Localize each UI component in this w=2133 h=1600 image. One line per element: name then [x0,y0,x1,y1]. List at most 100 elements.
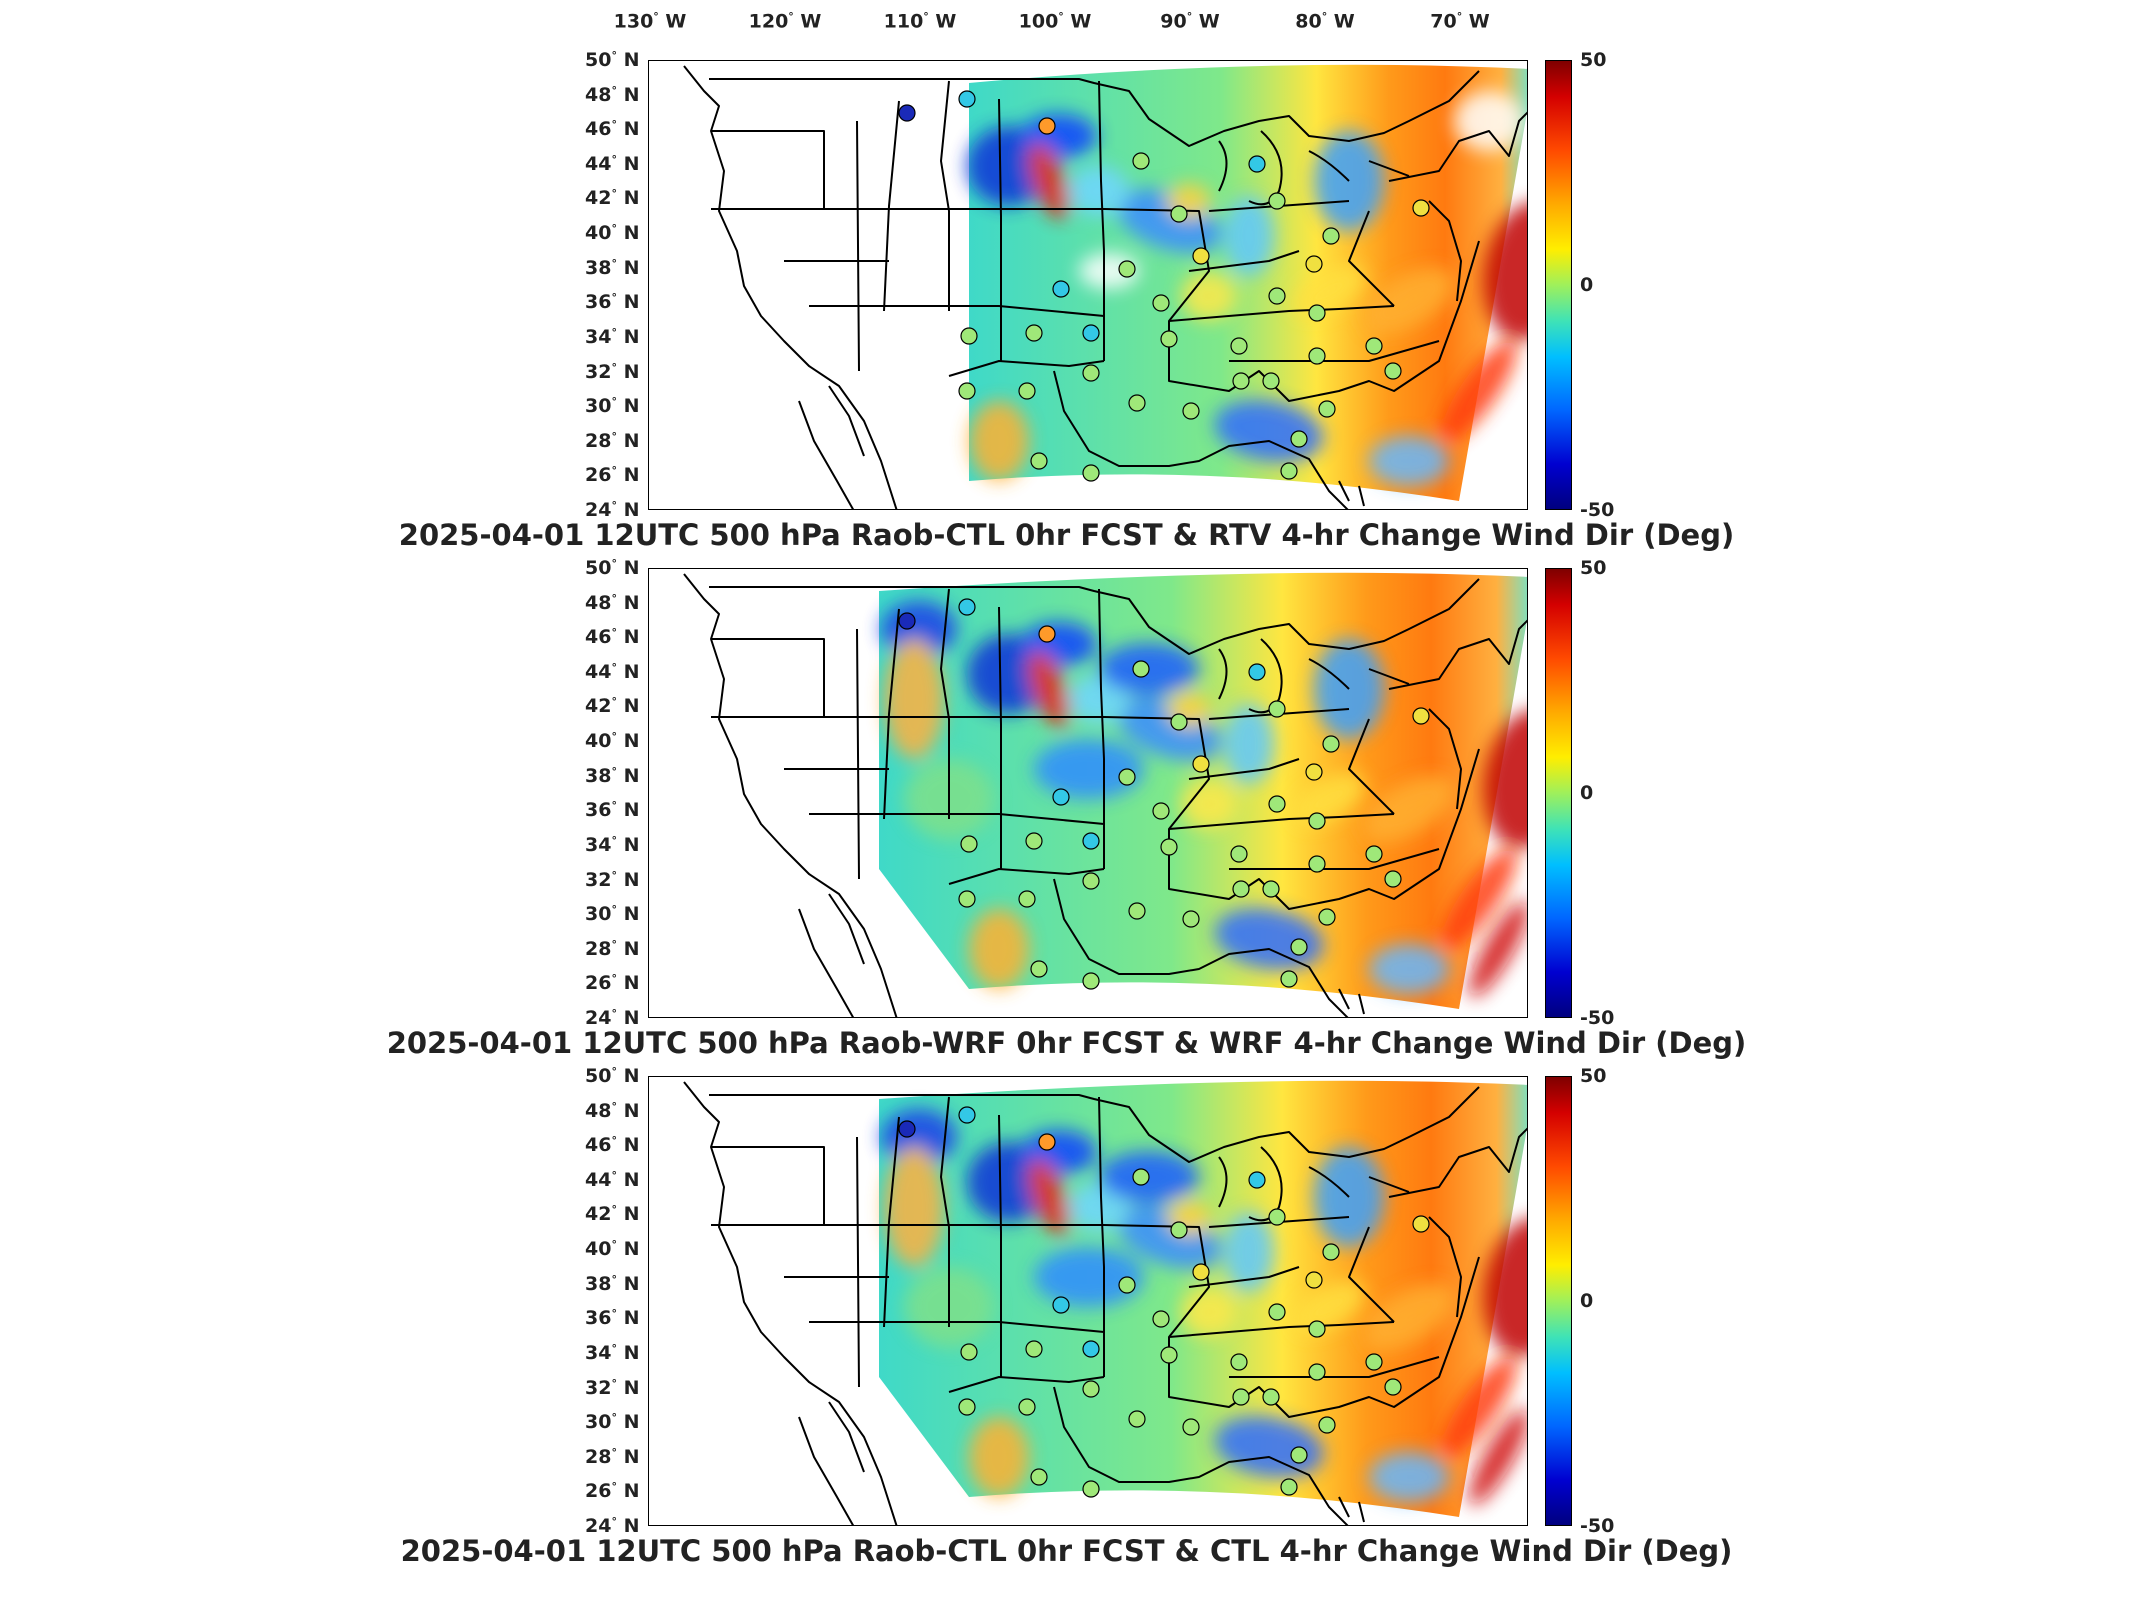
latitude-label: 46° N [585,1134,640,1157]
latitude-label: 28° N [585,429,640,452]
latitude-label: 24° N [585,1006,640,1030]
latitude-label: 34° N [585,1341,640,1365]
latitude-label: 36° N [585,1307,640,1330]
raob-station-marker [1280,462,1298,480]
wind-direction-field [879,572,1527,1009]
raob-station-marker [1290,430,1308,448]
raob-station-marker [1030,452,1048,470]
latitude-label: 44° N [585,152,640,176]
raob-station-marker [1192,1263,1210,1281]
raob-station-marker [1082,1480,1100,1498]
raob-station-marker [1308,855,1326,873]
raob-station-marker [1118,260,1136,278]
raob-station-marker [1308,304,1326,322]
colorbar-tick-label: 50 [1580,557,1607,579]
colorbar-tick-label: 0 [1580,274,1594,296]
raob-station-marker [1262,1388,1280,1406]
raob-station-marker [898,1120,916,1138]
raob-station-marker [1038,1133,1056,1151]
raob-station-marker [1160,838,1178,856]
raob-station-marker [958,90,976,108]
raob-station-marker [1384,362,1402,380]
latitude-label: 32° N [585,868,640,891]
raob-station-marker [1018,382,1036,400]
raob-station-marker [1280,1478,1298,1496]
colorbar-tick-label: 0 [1580,1290,1594,1312]
panel-caption: 2025-04-01 12UTC 500 hPa Raob-CTL 0hr FC… [400,1534,1733,1568]
raob-station-marker [1305,255,1323,273]
raob-station-marker [1082,1340,1100,1358]
colorbar-tick-label: -50 [1580,1007,1615,1029]
raob-station-marker [1248,1171,1266,1189]
raob-station-marker [1170,713,1188,731]
raob-station-marker [1025,832,1043,850]
longitude-label: 80° W [1295,10,1355,33]
raob-station-marker [1170,205,1188,223]
longitude-label: 120° W [748,10,822,33]
longitude-label: 70° W [1430,10,1490,33]
state-boundaries [683,1081,1527,1525]
wind-direction-map [648,568,1528,1018]
colorbar-tick-label: 50 [1580,1065,1607,1087]
raob-station-marker [1384,1378,1402,1396]
raob-station-marker [1082,972,1100,990]
latitude-label: 24° N [585,1514,640,1538]
latitude-label: 42° N [585,1203,640,1226]
latitude-label: 50° N [585,1064,640,1088]
raob-station-marker [1318,1416,1336,1434]
colorbar [1545,568,1572,1018]
raob-station-marker [1280,970,1298,988]
latitude-label: 46° N [585,118,640,141]
raob-station-marker [1132,1168,1150,1186]
raob-station-marker [1305,763,1323,781]
colorbar [1545,60,1572,510]
longitude-label: 100° W [1018,10,1092,33]
latitude-label: 32° N [585,360,640,383]
latitude-label: 26° N [585,1480,640,1503]
raob-station-marker [1132,152,1150,170]
raob-station-marker [1082,464,1100,482]
panel-caption: 2025-04-01 12UTC 500 hPa Raob-WRF 0hr FC… [386,1026,1747,1060]
latitude-label: 28° N [585,937,640,960]
raob-station-marker [1082,832,1100,850]
raob-station-marker [958,382,976,400]
raob-station-marker [1262,372,1280,390]
raob-station-marker [1268,1208,1286,1226]
raob-station-marker [1322,735,1340,753]
raob-station-marker [1038,625,1056,643]
raob-station-marker [1268,192,1286,210]
raob-station-marker [1308,347,1326,365]
raob-station-marker [1038,117,1056,135]
latitude-label: 36° N [585,291,640,314]
raob-station-marker [1230,1353,1248,1371]
latitude-label: 32° N [585,1376,640,1399]
raob-station-marker [1132,660,1150,678]
raob-station-marker [1052,280,1070,298]
latitude-label: 38° N [585,256,640,279]
latitude-label: 50° N [585,556,640,580]
raob-station-marker [1128,902,1146,920]
raob-station-marker [1268,1303,1286,1321]
raob-station-marker [1152,294,1170,312]
state-boundaries [683,65,1527,509]
raob-station-marker [1152,802,1170,820]
latitude-label: 44° N [585,1168,640,1192]
colorbar [1545,1076,1572,1526]
latitude-label: 26° N [585,972,640,995]
raob-station-marker [1192,755,1210,773]
latitude-label: 38° N [585,1272,640,1295]
raob-station-marker [1182,910,1200,928]
raob-station-marker [1030,1468,1048,1486]
raob-station-marker [1268,287,1286,305]
raob-station-marker [1170,1221,1188,1239]
raob-station-marker [1322,227,1340,245]
raob-station-marker [960,835,978,853]
longitude-label: 90° W [1160,10,1220,33]
raob-station-marker [1365,337,1383,355]
raob-station-marker [1290,938,1308,956]
raob-station-marker [1305,1271,1323,1289]
latitude-label: 30° N [585,902,640,926]
raob-station-marker [1182,402,1200,420]
latitude-label: 34° N [585,833,640,857]
latitude-label: 48° N [585,1099,640,1122]
